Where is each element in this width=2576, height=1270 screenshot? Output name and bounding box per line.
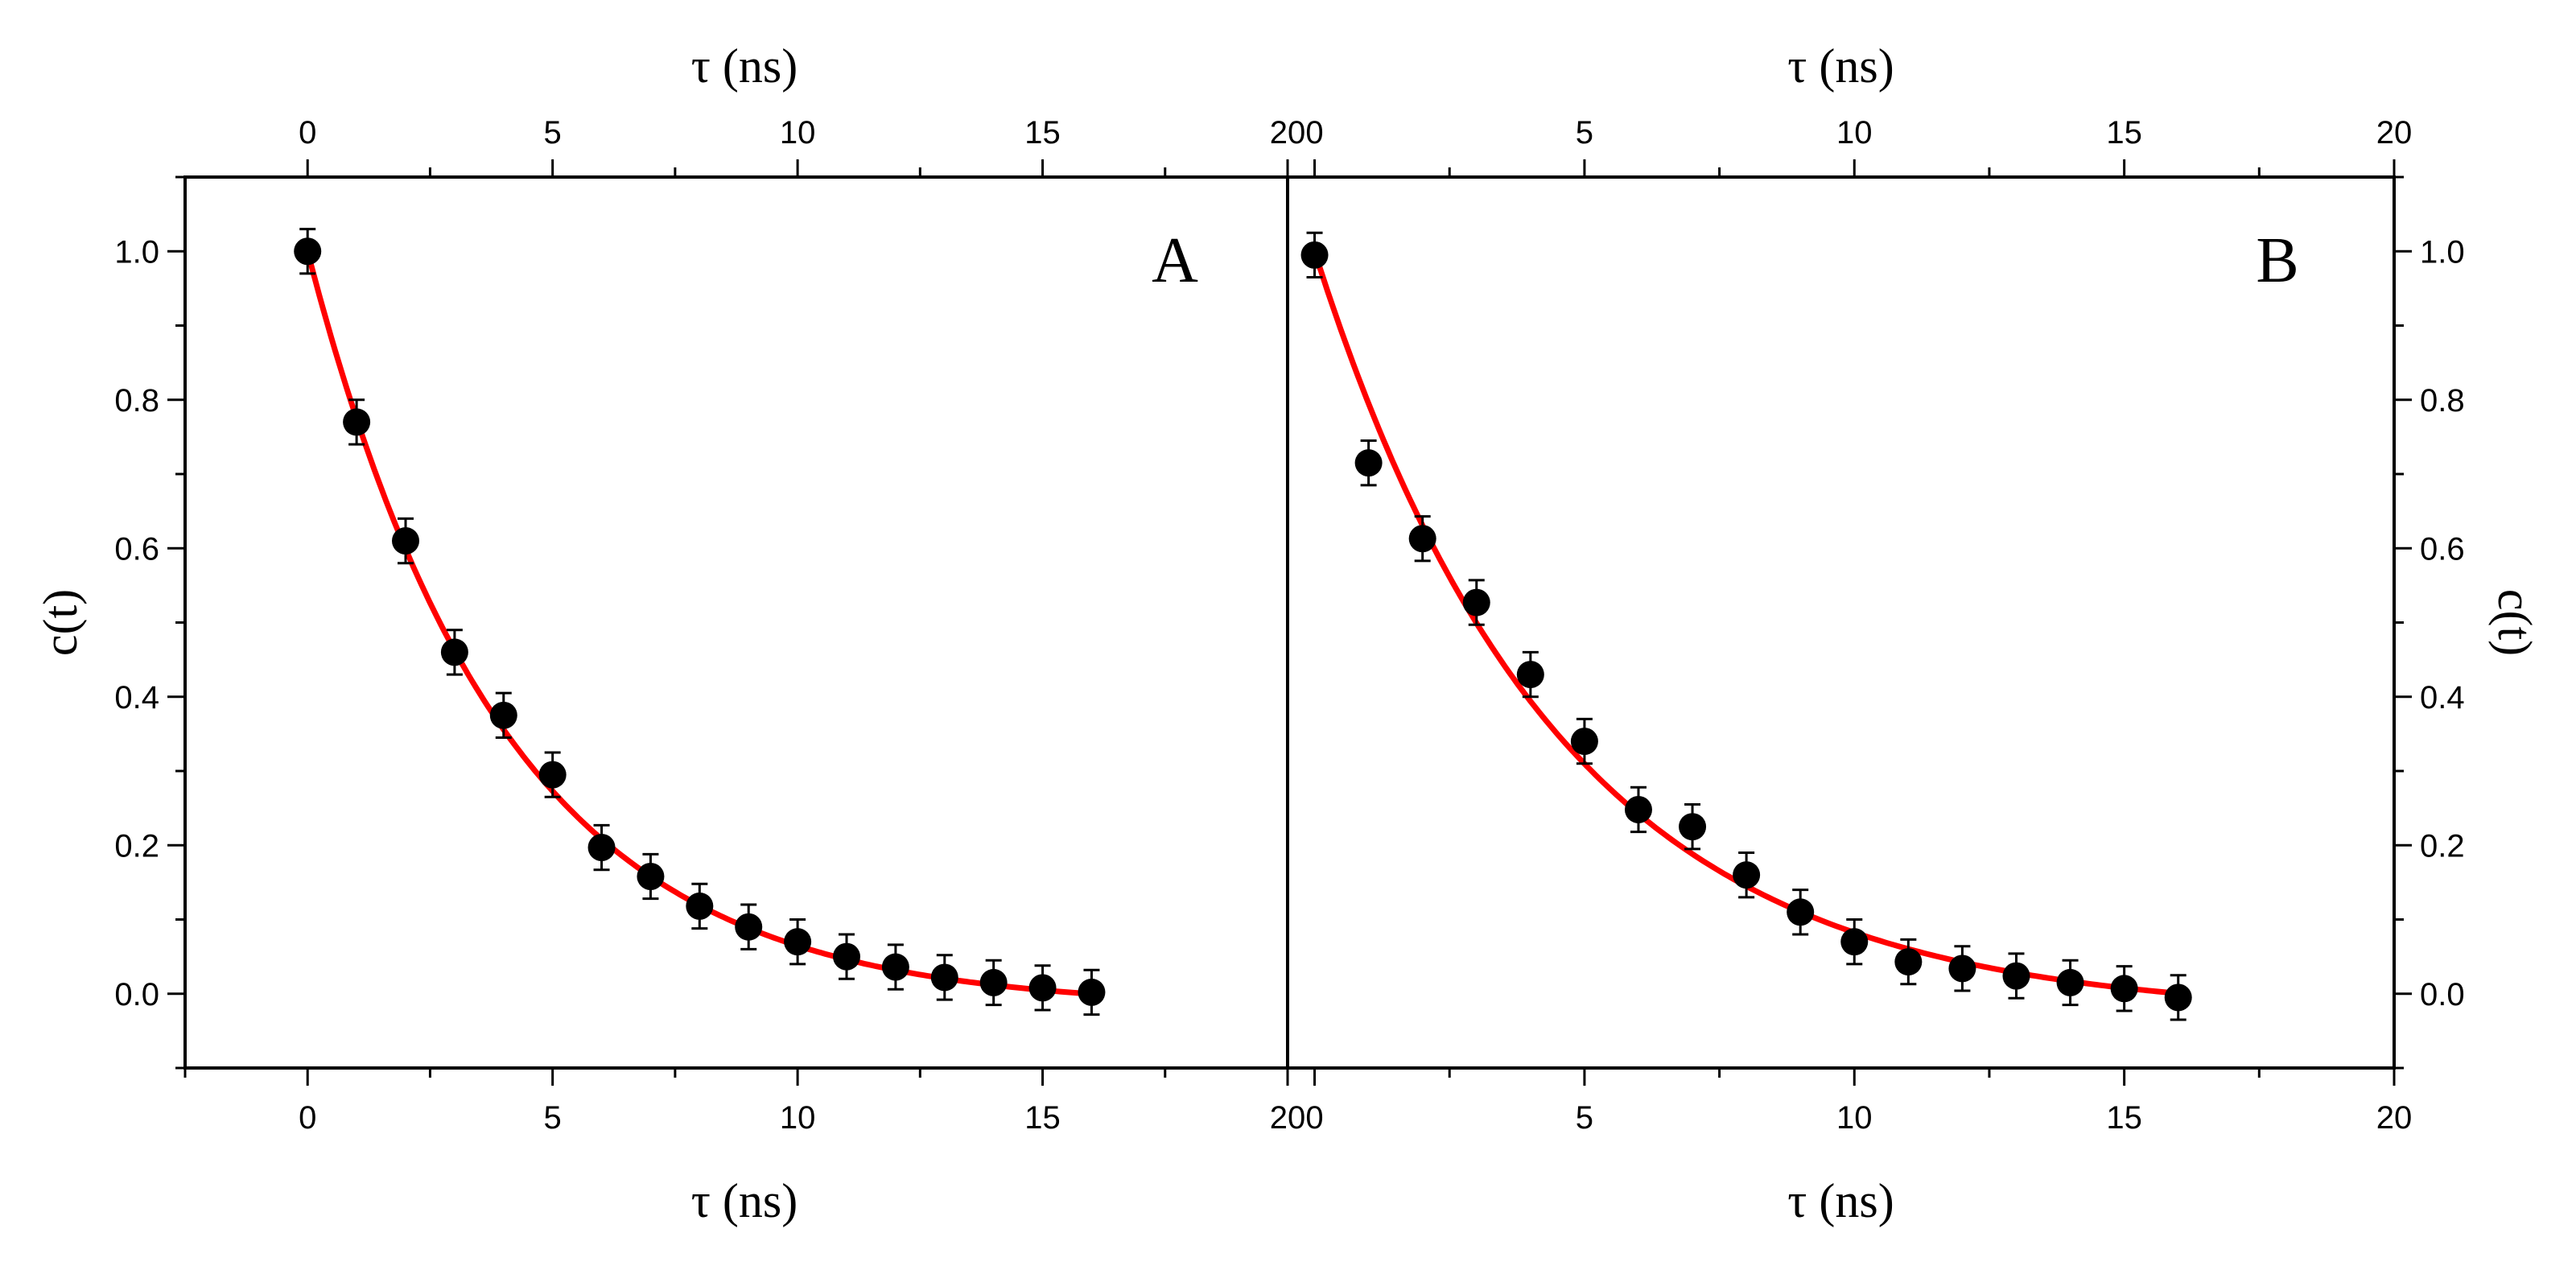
panel-a-x-tick-label-bottom: 0 — [299, 1100, 316, 1136]
panel-b-y-tick-label: 0.6 — [2420, 531, 2465, 567]
panel-b-y-tick-label: 0.0 — [2420, 977, 2465, 1012]
panel-b-data-point — [1462, 588, 1490, 616]
panel-a-x-tick-label-top: 15 — [1024, 115, 1061, 151]
panel-b-x-tick-label-bottom: 20 — [2376, 1100, 2413, 1136]
panel-a-x-axis-title-bottom: τ (ns) — [691, 1174, 798, 1227]
panel-a-data-point — [930, 963, 958, 992]
panel-b: 0 0 5 5 10 10 15 15 20 20 0.0 0.2 0.4 0.6 0.8 1.0 τ (ns)… — [1286, 39, 2541, 1227]
panel-a-data-point — [587, 834, 616, 862]
panel-b-data-point — [1733, 861, 1761, 889]
panel-b-x-axis-title-bottom: τ (ns) — [1787, 1174, 1894, 1227]
panel-b-data-point — [1408, 525, 1436, 553]
panel-a-x-tick-label-top: 10 — [780, 115, 816, 151]
panel-a: 0 0 5 5 10 10 15 15 20 20 0.0 0.2 0.4 0.6 0.8 1.0 τ (ns)… — [34, 39, 1305, 1227]
panel-a-y-tick-label: 0.8 — [114, 383, 159, 419]
panel-a-y-axis-title: c(t) — [34, 589, 87, 656]
panel-a-panel-letter: A — [1152, 225, 1198, 296]
panel-b-data-point — [1679, 813, 1707, 841]
panel-a-data-point — [538, 761, 567, 789]
panel-a-data-point — [686, 892, 714, 920]
panel-b-y-tick-label: 0.2 — [2420, 828, 2465, 864]
panel-a-x-axis-title-top: τ (ns) — [691, 39, 798, 93]
panel-a-data-point — [294, 237, 322, 266]
panel-b-y-tick-label: 0.8 — [2420, 383, 2465, 419]
panel-a-data-point — [343, 408, 371, 436]
panel-b-data-point — [1570, 728, 1598, 756]
panel-b-x-tick-label-bottom: 0 — [1305, 1100, 1323, 1136]
panel-b-data-point — [1624, 795, 1652, 823]
panel-b-data-point — [1840, 928, 1869, 956]
panel-b-data-point — [2056, 968, 2084, 996]
panel-b-data-point — [1354, 449, 1383, 477]
panel-a-x-tick-label-bottom: 15 — [1024, 1100, 1061, 1136]
panel-b-x-tick-label-top: 10 — [1836, 115, 1873, 151]
panel-b-y-axis-title: c(t) — [2488, 589, 2541, 656]
panel-b-x-tick-label-bottom: 5 — [1576, 1100, 1593, 1136]
panel-a-y-tick-label: 0.0 — [114, 977, 159, 1012]
panel-a-data-point — [833, 942, 860, 971]
panel-b-y-tick-label: 0.4 — [2420, 680, 2465, 715]
panel-b-data-point — [2002, 962, 2030, 990]
panel-b-panel-letter: B — [2256, 225, 2298, 296]
panel-a-data-point — [489, 701, 517, 729]
panel-b-x-tick-label-top: 0 — [1305, 115, 1323, 151]
panel-b-data-point — [1948, 955, 1976, 983]
panel-a-data-point — [1028, 974, 1057, 1002]
panel-b-data-point — [2164, 983, 2192, 1012]
panel-a-data-point — [392, 527, 419, 555]
panel-a-x-tick-label-bottom: 20 — [1270, 1100, 1306, 1136]
panel-a-data-point — [735, 913, 763, 941]
panel-b-x-tick-label-top: 5 — [1576, 115, 1593, 151]
panel-b-data-point — [2110, 975, 2138, 1003]
panel-a-y-tick-label: 1.0 — [114, 234, 159, 270]
panel-a-x-tick-label-bottom: 10 — [780, 1100, 816, 1136]
panel-a-y-tick-label: 0.2 — [114, 828, 159, 864]
panel-a-data-point — [1078, 978, 1106, 1006]
panel-a-data-point — [440, 638, 468, 666]
panel-b-y-tick-label: 1.0 — [2420, 234, 2465, 270]
panel-b-x-tick-label-top: 15 — [2106, 115, 2142, 151]
panel-a-y-tick-label: 0.4 — [114, 680, 159, 715]
panel-a-data-point — [637, 862, 665, 890]
panel-b-data-point — [1300, 241, 1329, 269]
panel-a-x-tick-label-top: 20 — [1270, 115, 1306, 151]
panel-b-x-axis-title-top: τ (ns) — [1787, 39, 1894, 93]
panel-b-data-point — [1787, 898, 1815, 926]
panel-a-data-point — [979, 968, 1008, 996]
panel-a-data-point — [881, 953, 909, 981]
panel-a-x-tick-label-top: 0 — [299, 115, 316, 151]
panel-b-x-tick-label-bottom: 15 — [2106, 1100, 2142, 1136]
panel-b-data-point — [1516, 661, 1544, 689]
panel-a-x-tick-label-top: 5 — [544, 115, 562, 151]
panel-b-x-tick-label-bottom: 10 — [1836, 1100, 1873, 1136]
panel-a-x-tick-label-bottom: 5 — [544, 1100, 562, 1136]
panel-a-data-point — [784, 928, 812, 956]
panel-a-y-tick-label: 0.6 — [114, 531, 159, 567]
panel-b-x-tick-label-top: 20 — [2376, 115, 2413, 151]
panel-b-data-point — [1894, 948, 1923, 976]
